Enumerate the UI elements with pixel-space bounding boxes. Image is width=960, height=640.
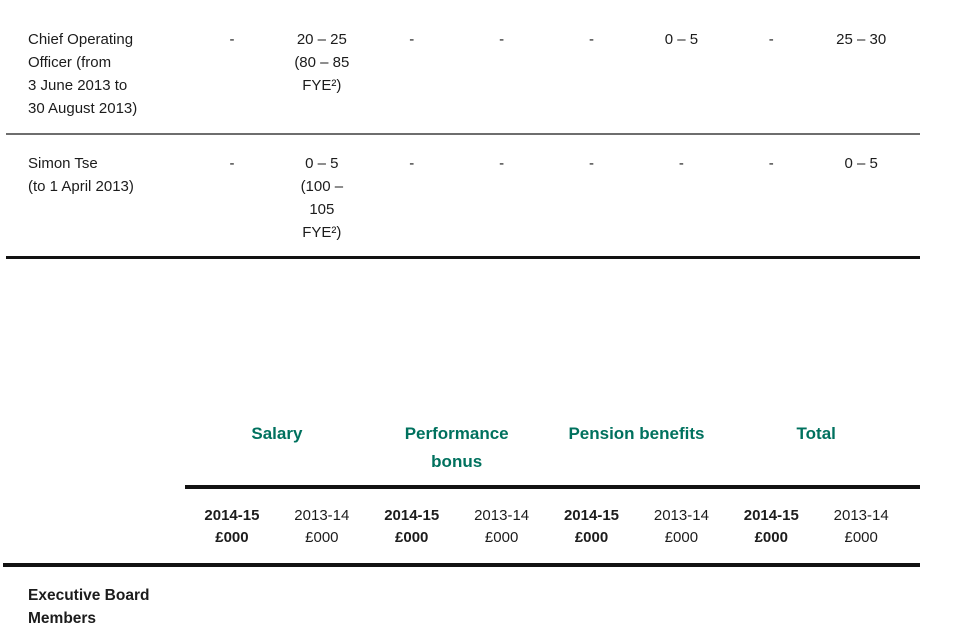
column-header-2013-14: 2013-14 £000 [294, 507, 350, 546]
table-end-rule [6, 256, 920, 259]
column-header-2014-15: 2014-15 £000 [384, 507, 440, 546]
cell-bonus-2014: - [409, 31, 415, 48]
cell-bonus-2013: - [499, 31, 505, 48]
cell-bonus-2014: - [409, 155, 415, 172]
row-label-simon-tse: Simon Tse (to 1 April 2013) [28, 155, 134, 195]
column-header-row: 2014-15 £000 2013-14 £000 2014-15 £000 2… [6, 505, 906, 549]
column-header-2014-15: 2014-15 £000 [204, 507, 260, 546]
group-header-row: Salary Performance bonus Pension benefit… [6, 420, 906, 476]
cell-salary-2014: - [229, 155, 235, 172]
row-divider-rule [6, 133, 920, 135]
label-column-spacer [6, 505, 187, 549]
cell-bonus-2013: - [499, 155, 505, 172]
column-header-2014-15: 2014-15 £000 [743, 507, 799, 546]
cell-salary-2014: - [229, 31, 235, 48]
label-column-spacer [6, 420, 187, 476]
group-header-total: Total [796, 424, 836, 443]
cell-salary-2013: 20 – 25 (80 – 85 FYE²) [294, 31, 350, 94]
group-header-performance-bonus: Performance bonus [404, 424, 509, 471]
header-bottom-rule [3, 563, 920, 567]
column-header-2014-15: 2014-15 £000 [563, 507, 620, 546]
table-row: Simon Tse (to 1 April 2013) - 0 – 5 (100… [6, 152, 906, 244]
cell-pension-2013: 0 – 5 [664, 31, 699, 48]
cell-total-2013: 25 – 30 [836, 31, 887, 48]
group-header-salary: Salary [251, 424, 303, 443]
column-header-2013-14: 2013-14 £000 [653, 507, 709, 546]
cell-total-2014: - [768, 31, 774, 48]
row-label-chief-operating-officer: Chief Operating Officer (from 3 June 201… [28, 31, 138, 117]
cell-salary-2013: 0 – 5 (100 – 105 FYE²) [300, 155, 344, 241]
cell-total-2013: 0 – 5 [844, 155, 878, 172]
cell-pension-2014: - [589, 155, 594, 172]
section-label-executive-board-members: Executive Board Members [28, 587, 150, 627]
column-header-2013-14: 2013-14 £000 [474, 507, 530, 546]
header-top-rule [185, 485, 920, 489]
cell-pension-2013: - [678, 155, 684, 172]
table-row: Chief Operating Officer (from 3 June 201… [6, 28, 906, 120]
column-header-2013-14: 2013-14 £000 [833, 507, 889, 546]
cell-total-2014: - [768, 155, 774, 172]
group-header-pension-benefits: Pension benefits [568, 424, 705, 443]
cell-pension-2014: - [589, 31, 594, 48]
